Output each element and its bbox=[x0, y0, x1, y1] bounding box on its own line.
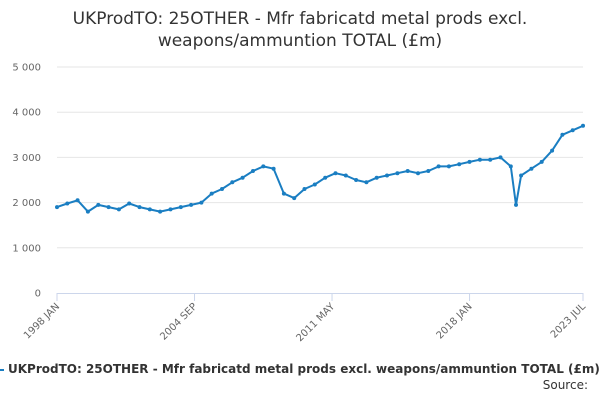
data-point[interactable] bbox=[467, 159, 472, 164]
data-point[interactable] bbox=[292, 196, 297, 201]
data-point[interactable] bbox=[570, 128, 575, 133]
y-axis-ticks: 0 1 000 2 000 3 000 4 000 5 000 bbox=[12, 63, 41, 300]
x-tick-label: 2018 JAN bbox=[435, 301, 475, 341]
data-point[interactable] bbox=[416, 171, 420, 176]
data-point[interactable] bbox=[498, 155, 503, 160]
data-point[interactable] bbox=[168, 207, 173, 212]
data-point[interactable] bbox=[519, 173, 524, 178]
data-point[interactable] bbox=[395, 171, 400, 176]
data-point[interactable] bbox=[55, 205, 59, 210]
data-point[interactable] bbox=[514, 202, 518, 207]
data-point[interactable] bbox=[354, 178, 359, 182]
data-point[interactable] bbox=[364, 180, 369, 185]
data-point[interactable] bbox=[230, 180, 235, 185]
data-point[interactable] bbox=[560, 132, 565, 137]
legend-label: UKProdTO: 25OTHER - Mfr fabricatd metal … bbox=[8, 362, 600, 376]
data-point[interactable] bbox=[220, 187, 224, 191]
x-tick-label: 1998 JAN bbox=[22, 301, 62, 341]
data-point[interactable] bbox=[436, 164, 441, 169]
data-point[interactable] bbox=[189, 202, 194, 207]
data-point[interactable] bbox=[539, 159, 544, 164]
data-point[interactable] bbox=[65, 201, 70, 206]
data-point[interactable] bbox=[137, 205, 142, 210]
data-point[interactable] bbox=[147, 207, 152, 212]
x-tick-label: 2023 JUL bbox=[549, 301, 589, 341]
data-point[interactable] bbox=[323, 175, 328, 180]
data-point[interactable] bbox=[75, 198, 80, 203]
series-layer bbox=[55, 123, 585, 214]
data-point[interactable] bbox=[405, 169, 410, 173]
data-point[interactable] bbox=[312, 182, 317, 187]
y-tick-label: 4 000 bbox=[12, 108, 41, 119]
y-tick-label: 2 000 bbox=[12, 198, 41, 209]
data-point[interactable] bbox=[581, 123, 585, 128]
data-point[interactable] bbox=[302, 187, 307, 191]
x-tick-label: 2004 SEP bbox=[158, 301, 199, 342]
legend-swatch bbox=[0, 369, 4, 371]
legend[interactable]: UKProdTO: 25OTHER - Mfr fabricatd metal … bbox=[0, 362, 600, 378]
y-tick-label: 0 bbox=[35, 289, 41, 300]
data-point[interactable] bbox=[477, 157, 482, 162]
data-point[interactable] bbox=[343, 173, 348, 178]
data-point[interactable] bbox=[385, 173, 389, 178]
data-point[interactable] bbox=[96, 202, 101, 207]
y-tick-label: 1 000 bbox=[12, 243, 41, 254]
y-tick-label: 3 000 bbox=[12, 153, 41, 164]
data-point[interactable] bbox=[158, 209, 163, 214]
data-point[interactable] bbox=[106, 205, 111, 210]
x-axis-ticks: 1998 JAN 2004 SEP 2011 MAY 2018 JAN 2023 JUL bbox=[22, 293, 588, 344]
data-point[interactable] bbox=[281, 191, 286, 196]
data-point[interactable] bbox=[457, 162, 462, 167]
data-point[interactable] bbox=[550, 148, 555, 153]
data-point[interactable] bbox=[240, 175, 245, 180]
data-point[interactable] bbox=[508, 164, 513, 169]
source-credit: Source: bbox=[542, 378, 588, 392]
data-point[interactable] bbox=[333, 171, 338, 176]
data-point[interactable] bbox=[116, 207, 121, 212]
data-point[interactable] bbox=[529, 166, 534, 171]
data-point[interactable] bbox=[209, 191, 214, 196]
data-point[interactable] bbox=[178, 205, 183, 210]
data-point[interactable] bbox=[85, 209, 90, 214]
chart-title-line-1: UKProdTO: 25OTHER - Mfr fabricatd metal … bbox=[72, 9, 528, 29]
data-point[interactable] bbox=[127, 201, 132, 206]
grid-lines bbox=[57, 66, 583, 249]
series-line bbox=[56, 124, 584, 213]
data-point[interactable] bbox=[271, 166, 276, 171]
chart-title-line-2: weapons/ammuntion TOTAL (£m) bbox=[157, 31, 443, 51]
data-point[interactable] bbox=[488, 157, 493, 162]
y-tick-label: 5 000 bbox=[12, 63, 41, 74]
data-point[interactable] bbox=[199, 200, 204, 205]
chart-title: UKProdTO: 25OTHER - Mfr fabricatd metal … bbox=[0, 8, 600, 52]
data-point[interactable] bbox=[374, 175, 379, 180]
data-point[interactable] bbox=[446, 164, 451, 169]
data-point[interactable] bbox=[426, 169, 431, 173]
data-point[interactable] bbox=[251, 169, 255, 173]
x-tick-label: 2011 MAY bbox=[294, 301, 337, 344]
data-point[interactable] bbox=[261, 164, 266, 169]
